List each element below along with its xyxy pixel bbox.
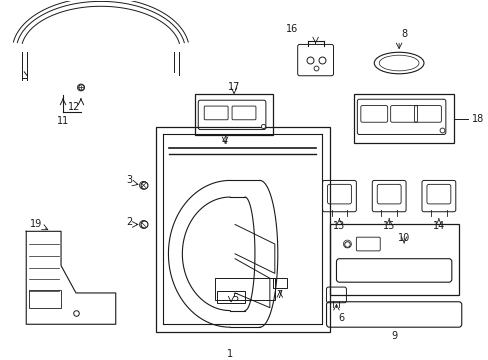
Bar	[215, 278, 274, 300]
Text: 10: 10	[397, 233, 409, 243]
Text: 12: 12	[68, 102, 80, 112]
Text: 8: 8	[400, 29, 407, 39]
Text: 3: 3	[126, 175, 132, 185]
Text: 6: 6	[338, 314, 344, 323]
Bar	[329, 225, 458, 295]
Bar	[29, 290, 61, 308]
Text: 1: 1	[226, 348, 233, 359]
Bar	[272, 278, 286, 288]
Text: 7: 7	[276, 290, 283, 300]
Text: 11: 11	[57, 116, 69, 126]
Bar	[195, 94, 272, 135]
Text: 9: 9	[390, 331, 396, 341]
Text: 17: 17	[227, 81, 240, 91]
Text: 18: 18	[471, 114, 483, 124]
Text: 19: 19	[30, 220, 42, 229]
Text: 5: 5	[231, 293, 238, 303]
Bar	[354, 94, 453, 143]
Text: 2: 2	[126, 216, 133, 226]
Text: 15: 15	[382, 221, 395, 231]
Text: 16: 16	[285, 24, 297, 34]
Text: 4: 4	[222, 136, 228, 146]
Bar	[155, 127, 329, 332]
Text: 13: 13	[333, 221, 345, 231]
Text: 14: 14	[432, 221, 444, 231]
Bar	[217, 291, 244, 303]
